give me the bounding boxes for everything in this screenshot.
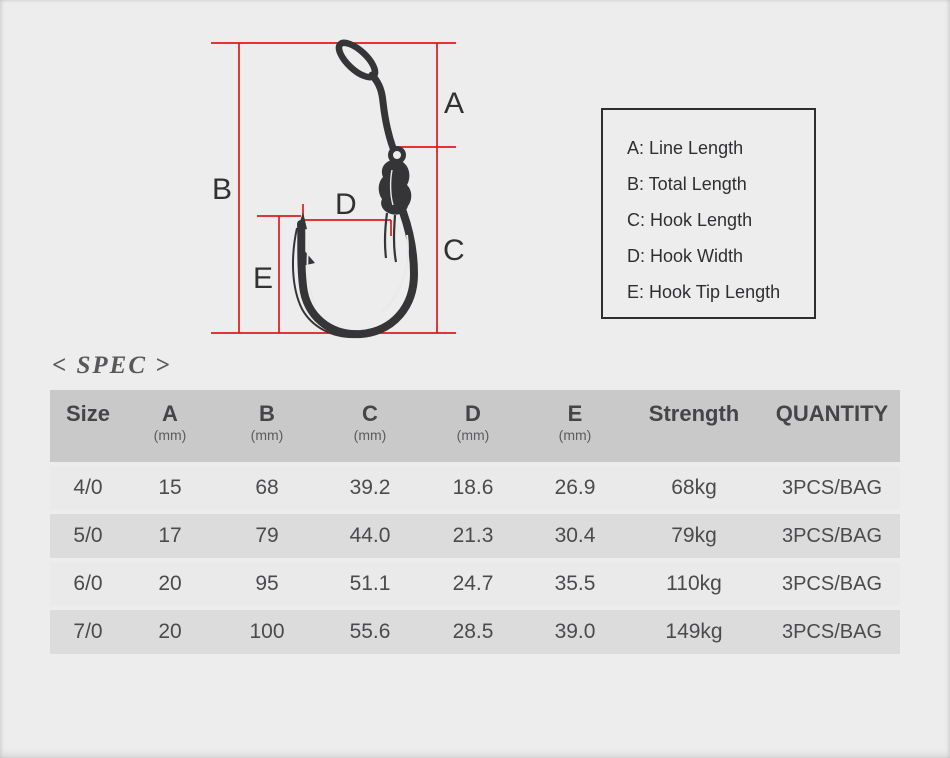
line-tag-end-2 [392,214,398,263]
table-cell: 18.6 [452,476,494,499]
spec-table-header-row: Size A (mm) B (mm) C (mm) D (mm) E (mm) Strength QUA… [50,390,900,462]
hook-highlight-right [381,234,409,313]
table-cell: 26.9 [554,476,596,499]
hook-dimension-diagram: A B C D E [211,39,465,339]
table-cell: 44.0 [349,524,391,547]
column-header: Strength [624,390,764,462]
table-cell: 95 [255,572,279,595]
dim-label-b: B [212,173,232,206]
table-cell: 21.3 [452,524,494,547]
table-cell: 79kg [671,524,717,547]
column-header-label: C [362,401,378,426]
hook-illustration [292,39,419,339]
legend-box: A: Line Length B: Total Length C: Hook Len… [601,108,816,319]
table-cell: 28.5 [452,620,494,643]
table-cell: 110kg [666,572,722,595]
hook-body [297,208,419,339]
column-header-unit: (mm) [353,427,387,443]
leader-line [368,71,397,152]
table-cell: 15 [158,476,182,499]
table-cell: 20 [158,620,182,643]
table-cell: 68kg [671,476,717,499]
hook-point [297,212,307,231]
table-cell: 3PCS/BAG [781,524,883,547]
table-row: 7/0 20 100 55.6 28.5 39.0 149kg 3PCS/BAG [50,610,900,654]
spec-table: Size A (mm) B (mm) C (mm) D (mm) E (mm) Strength QUA… [50,390,900,658]
dimension-labels: A B C D E [212,87,465,295]
dim-label-d: D [335,188,357,221]
legend-item: D: Hook Width [627,246,744,266]
table-cell: 68 [255,476,279,499]
column-header: E (mm) [526,390,624,462]
column-header-label: E [567,401,583,426]
column-header-unit: (mm) [558,427,592,443]
column-header-label: B [259,401,275,426]
column-header-label: Strength [648,401,740,426]
column-header: B (mm) [214,390,320,462]
dimension-lines [211,42,456,334]
table-cell: 17 [158,524,182,547]
legend-item: B: Total Length [627,174,747,194]
line-tag-end-1 [383,212,389,259]
column-header-unit: (mm) [250,427,284,443]
table-cell: 20 [158,572,182,595]
column-header: Size [50,390,126,462]
column-header-unit: (mm) [153,427,187,443]
table-cell: 79 [255,524,279,547]
column-header-unit: (mm) [456,427,490,443]
table-cell: 149kg [665,620,723,643]
table-cell: 3PCS/BAG [781,476,883,499]
column-header-label: QUANTITY [775,401,889,426]
column-header-label: A [162,401,178,426]
table-cell: 7/0 [73,620,103,643]
column-header: D (mm) [420,390,526,462]
dim-label-c: C [443,234,465,267]
column-header-label: D [465,401,481,426]
table-cell: 51.1 [349,572,391,595]
legend-item: A: Line Length [627,138,744,158]
knot-wrap [378,159,412,215]
table-cell: 39.0 [554,620,596,643]
column-header: A (mm) [126,390,214,462]
table-row: 4/0 15 68 39.2 18.6 26.9 68kg 3PCS/BAG [50,466,900,510]
knot-highlight [389,169,394,206]
table-cell: 35.5 [554,572,596,595]
table-cell: 39.2 [349,476,391,499]
table-cell: 6/0 [73,572,103,595]
table-cell: 55.6 [349,620,391,643]
hook-highlight-left [306,239,317,307]
table-cell: 24.7 [452,572,494,595]
table-cell: 5/0 [73,524,103,547]
legend-item: C: Hook Length [627,210,753,230]
legend-item: E: Hook Tip Length [627,282,781,302]
hook-barb [302,249,315,266]
table-row: 6/0 20 95 51.1 24.7 35.5 110kg 3PCS/BAG [50,562,900,606]
table-cell: 3PCS/BAG [781,572,883,595]
spec-heading: < SPEC > [52,352,172,379]
table-cell: 3PCS/BAG [781,620,883,643]
column-header: C (mm) [320,390,420,462]
hook-outer-contour [292,227,357,339]
column-header: QUANTITY [764,390,900,462]
table-cell: 4/0 [73,476,103,499]
table-cell: 30.4 [554,524,596,547]
column-header-label: Size [65,401,111,426]
dim-label-a: A [444,87,464,120]
table-cell: 100 [249,620,285,643]
dim-label-e: E [253,262,273,295]
table-row: 5/0 17 79 44.0 21.3 30.4 79kg 3PCS/BAG [50,514,900,558]
